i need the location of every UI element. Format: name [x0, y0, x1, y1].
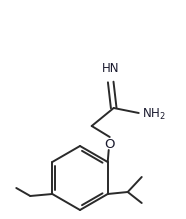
Text: NH$_2$: NH$_2$: [142, 106, 166, 122]
Text: O: O: [105, 138, 115, 150]
Text: HN: HN: [102, 62, 119, 75]
